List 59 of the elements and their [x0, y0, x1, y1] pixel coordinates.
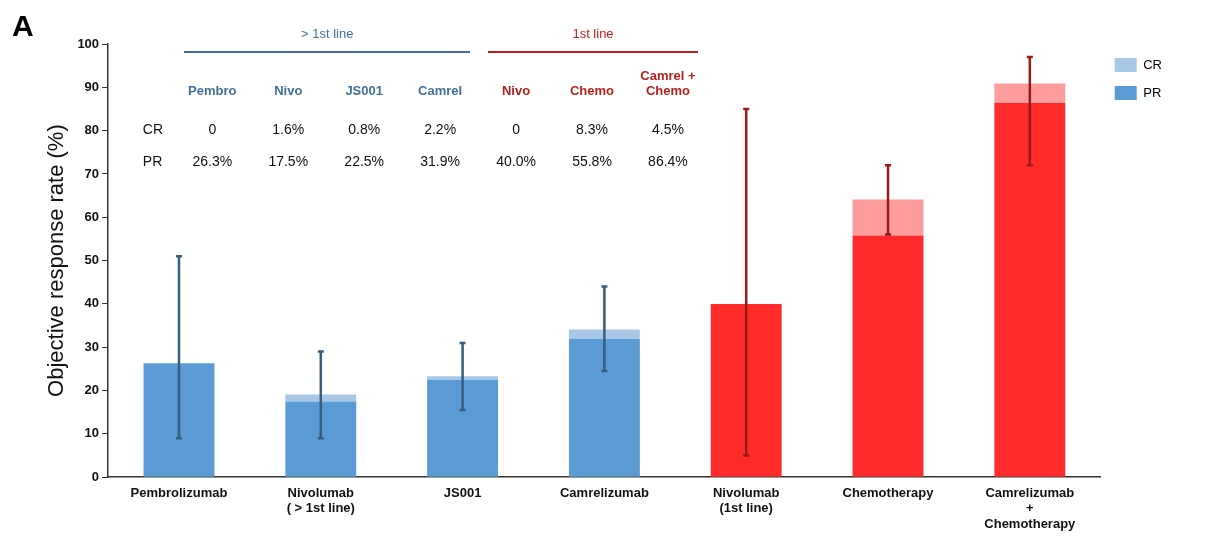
bar	[994, 102, 1066, 477]
annotation: 1.6%	[272, 121, 305, 138]
bar	[285, 394, 357, 402]
annotation: 0	[208, 121, 217, 138]
annotation: 2.2%	[424, 121, 457, 138]
bar	[852, 235, 924, 477]
annotation: 22.5%	[344, 152, 385, 169]
annotation: Nivo	[501, 83, 531, 99]
annotation: 0	[512, 121, 521, 138]
bar	[852, 199, 924, 236]
text: > 1st line	[301, 26, 354, 41]
x-tick-label: Pembrolizumab	[130, 484, 228, 500]
y-tick-label: 90	[84, 78, 100, 94]
annotation: 40.0%	[496, 152, 536, 169]
annotation: Chemo	[569, 83, 615, 99]
annotation: CR	[142, 121, 164, 138]
annotation: 17.5%	[268, 152, 309, 169]
bar	[143, 363, 215, 477]
y-tick-label: 40	[84, 295, 100, 311]
annotation: PR	[142, 152, 163, 169]
bar	[710, 303, 782, 477]
annotation: 4.5%	[651, 121, 684, 138]
y-tick-label: 50	[84, 252, 100, 268]
x-tick-label: Nivolumab (1st line)	[712, 484, 780, 516]
y-tick-label: 60	[84, 208, 100, 224]
annotation: JS001	[345, 83, 383, 99]
legend-label: CR	[1143, 56, 1162, 72]
annotation: Nivo	[274, 83, 303, 99]
annotation: Pembro	[188, 83, 237, 99]
text: 1st line	[572, 26, 614, 41]
y-tick-label: 30	[84, 338, 100, 354]
y-tick-label: 0	[91, 468, 100, 484]
bar	[427, 379, 499, 477]
y-tick-label: 100	[77, 35, 100, 51]
bar	[994, 83, 1066, 103]
x-tick-label: Camrelizumab + Chemotherapy	[984, 484, 1077, 531]
x-tick-label: Camrelizumab	[559, 484, 649, 500]
annotation: 31.9%	[420, 152, 460, 169]
bar	[568, 329, 640, 340]
annotation: 0.8%	[348, 121, 381, 138]
legend-label: PR	[1143, 84, 1162, 100]
annotation: 86.4%	[648, 152, 688, 169]
annotation: Camrel	[418, 83, 463, 99]
bar	[285, 401, 357, 477]
y-tick-label: 80	[84, 122, 100, 138]
annotation: 26.3%	[192, 152, 233, 169]
y-axis-title: Objective response rate (%)	[43, 124, 69, 397]
bar	[568, 339, 640, 477]
y-tick-label: 70	[84, 165, 100, 181]
annotation: Camrel + Chemo	[640, 68, 696, 99]
x-tick-label: Chemotherapy	[842, 484, 935, 500]
chart-title: A	[12, 9, 34, 42]
annotation: 55.8%	[572, 152, 612, 169]
y-tick-label: 20	[84, 382, 100, 398]
y-tick-label: 10	[84, 425, 100, 441]
annotation: 8.3%	[576, 121, 608, 138]
bar	[427, 376, 499, 380]
x-tick-label: Nivolumab ( > 1st line)	[286, 484, 355, 516]
x-tick-label: JS001	[443, 484, 482, 500]
